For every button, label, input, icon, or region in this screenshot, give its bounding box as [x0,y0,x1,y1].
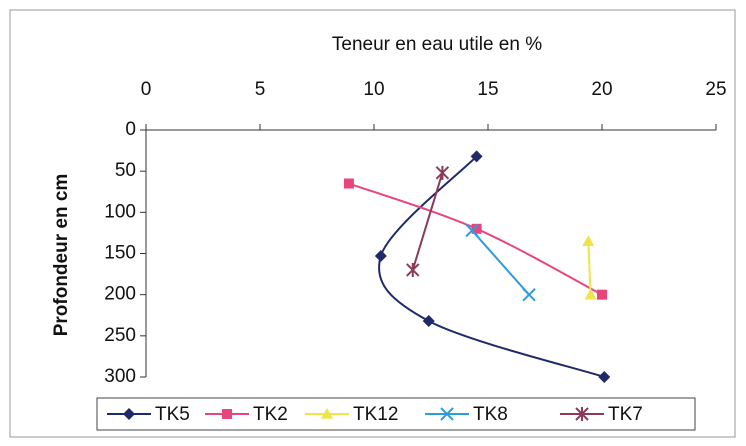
legend-marker [123,408,135,420]
y-tick-label: 300 [104,366,136,387]
chart-title: Teneur en eau utile en % [332,34,542,55]
legend-label: TK5 [155,404,190,425]
legend-marker [440,407,454,421]
x-tick-label: 10 [363,79,384,100]
x-tick-label: 5 [255,79,266,100]
x-tick-label: 20 [591,79,612,100]
marker [522,287,536,302]
y-axis-label: Profondeur en cm [51,174,72,337]
x-tick-label: 25 [705,79,726,100]
y-tick-label: 150 [104,243,136,264]
x-tick-label: 15 [477,79,498,100]
marker [470,150,483,163]
marker [584,288,597,300]
marker [435,165,450,180]
marker [597,289,607,300]
series-line [411,172,444,271]
legend-label: TK7 [608,404,643,425]
y-tick-label: 0 [125,119,136,140]
marker [582,235,595,246]
marker [598,371,611,383]
marker [471,223,482,234]
legend-label: TK2 [253,404,288,425]
y-tick-label: 250 [104,325,136,346]
marker [422,315,435,328]
series-line [471,229,530,296]
legend-marker [222,409,232,419]
series-line [378,155,605,378]
marker [406,262,420,277]
chart-border [9,9,736,438]
y-tick-label: 200 [104,284,136,305]
y-tick-label: 50 [115,160,136,181]
y-tick-label: 100 [104,201,136,222]
legend-marker [321,408,333,419]
legend-marker [575,407,589,421]
marker [343,178,354,189]
legend-label: TK8 [473,404,508,425]
series-line [587,241,592,295]
marker [374,249,387,262]
marker [465,223,479,238]
legend-label: TK12 [353,404,398,425]
x-tick-label: 0 [141,79,152,100]
